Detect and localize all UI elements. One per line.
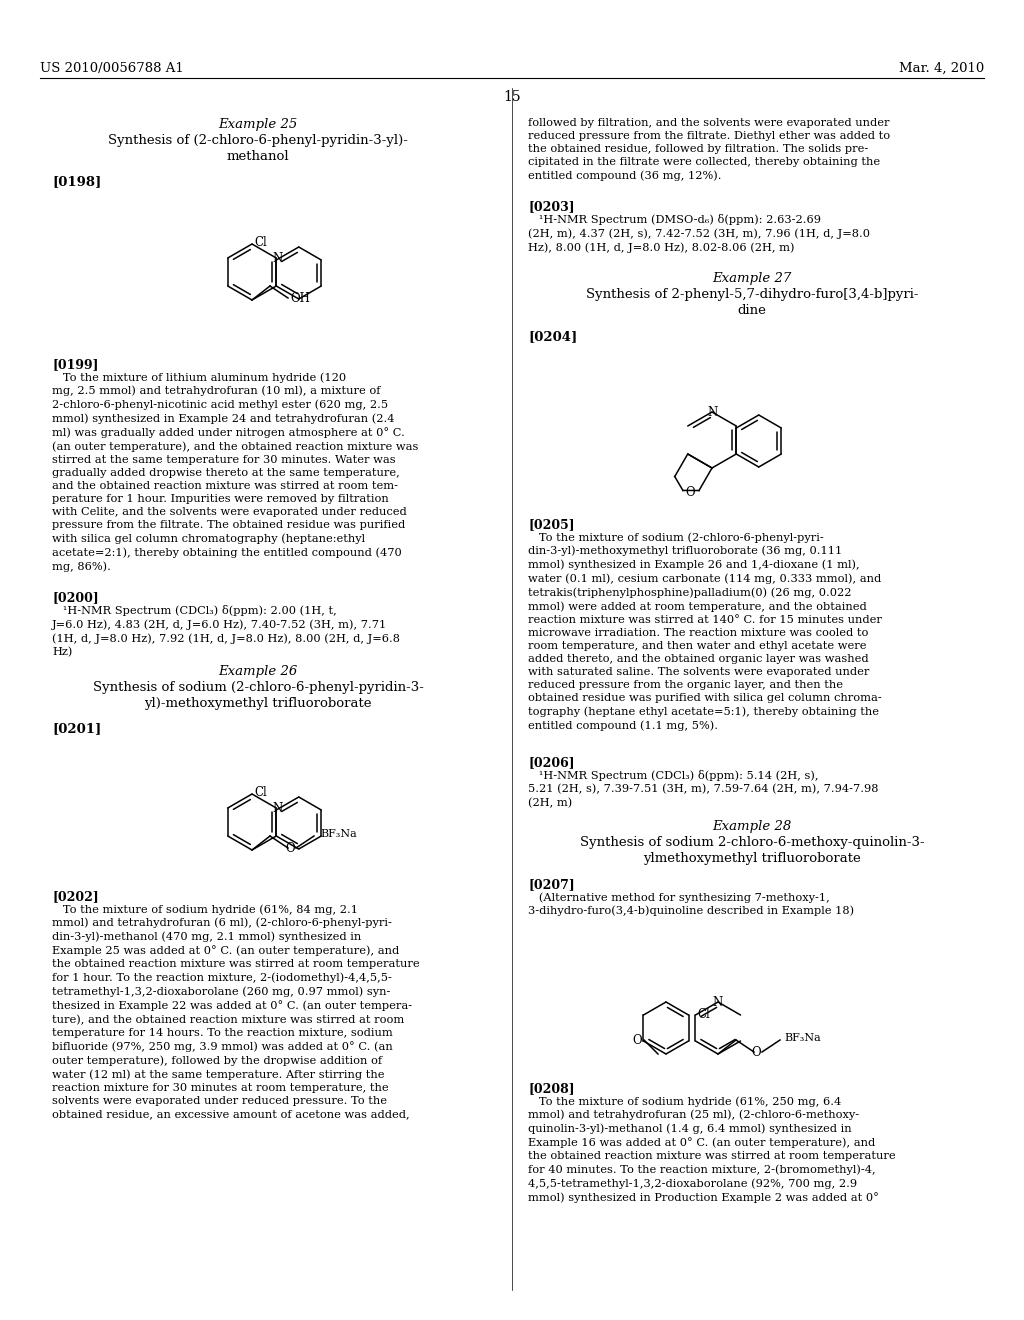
Text: Example 28: Example 28 — [713, 820, 792, 833]
Text: Example 25: Example 25 — [218, 117, 298, 131]
Text: To the mixture of sodium hydride (61%, 84 mg, 2.1
mmol) and tetrahydrofuran (6 m: To the mixture of sodium hydride (61%, 8… — [52, 904, 420, 1119]
Text: yl)-methoxymethyl trifluoroborate: yl)-methoxymethyl trifluoroborate — [144, 697, 372, 710]
Text: Example 26: Example 26 — [218, 665, 298, 678]
Text: N: N — [708, 405, 718, 418]
Text: O: O — [633, 1034, 642, 1047]
Text: 15: 15 — [503, 90, 521, 104]
Text: Cl: Cl — [254, 787, 266, 800]
Text: followed by filtration, and the solvents were evaporated under
reduced pressure : followed by filtration, and the solvents… — [528, 117, 890, 181]
Text: BF₃Na: BF₃Na — [319, 829, 356, 840]
Text: Synthesis of (2-chloro-6-phenyl-pyridin-3-yl)-: Synthesis of (2-chloro-6-phenyl-pyridin-… — [109, 135, 408, 147]
Text: O: O — [685, 486, 694, 499]
Text: [0205]: [0205] — [528, 517, 574, 531]
Text: To the mixture of sodium (2-chloro-6-phenyl-pyri-
din-3-yl)-methoxymethyl triflu: To the mixture of sodium (2-chloro-6-phe… — [528, 532, 882, 730]
Text: [0201]: [0201] — [52, 722, 101, 735]
Text: dine: dine — [737, 304, 766, 317]
Text: N: N — [272, 801, 283, 814]
Text: [0203]: [0203] — [528, 201, 574, 213]
Text: Mar. 4, 2010: Mar. 4, 2010 — [899, 62, 984, 75]
Text: [0198]: [0198] — [52, 176, 101, 187]
Text: ¹H-NMR Spectrum (CDCl₃) δ(ppm): 5.14 (2H, s),
5.21 (2H, s), 7.39-7.51 (3H, m), 7: ¹H-NMR Spectrum (CDCl₃) δ(ppm): 5.14 (2H… — [528, 770, 879, 808]
Text: [0204]: [0204] — [528, 330, 578, 343]
Text: [0208]: [0208] — [528, 1082, 574, 1096]
Text: N: N — [272, 252, 283, 264]
Text: ylmethoxymethyl trifluoroborate: ylmethoxymethyl trifluoroborate — [643, 851, 861, 865]
Text: O: O — [286, 842, 295, 854]
Text: Example 27: Example 27 — [713, 272, 792, 285]
Text: N: N — [713, 995, 723, 1008]
Text: [0202]: [0202] — [52, 890, 98, 903]
Text: To the mixture of sodium hydride (61%, 250 mg, 6.4
mmol) and tetrahydrofuran (25: To the mixture of sodium hydride (61%, 2… — [528, 1096, 896, 1204]
Text: OH: OH — [290, 292, 310, 305]
Text: BF₃Na: BF₃Na — [784, 1034, 821, 1043]
Text: [0207]: [0207] — [528, 878, 574, 891]
Text: Synthesis of 2-phenyl-5,7-dihydro-furo[3,4-b]pyri-: Synthesis of 2-phenyl-5,7-dihydro-furo[3… — [586, 288, 919, 301]
Text: [0200]: [0200] — [52, 591, 98, 605]
Text: [0199]: [0199] — [52, 358, 98, 371]
Text: ¹H-NMR Spectrum (CDCl₃) δ(ppm): 2.00 (1H, t,
J=6.0 Hz), 4.83 (2H, d, J=6.0 Hz), : ¹H-NMR Spectrum (CDCl₃) δ(ppm): 2.00 (1H… — [52, 605, 400, 657]
Text: Cl: Cl — [697, 1008, 711, 1022]
Text: (Alternative method for synthesizing 7-methoxy-1,
3-dihydro-furo(3,4-b)quinoline: (Alternative method for synthesizing 7-m… — [528, 892, 854, 916]
Text: O: O — [752, 1045, 761, 1059]
Text: US 2010/0056788 A1: US 2010/0056788 A1 — [40, 62, 183, 75]
Text: methanol: methanol — [226, 150, 290, 162]
Text: ¹H-NMR Spectrum (DMSO-d₆) δ(ppm): 2.63-2.69
(2H, m), 4.37 (2H, s), 7.42-7.52 (3H: ¹H-NMR Spectrum (DMSO-d₆) δ(ppm): 2.63-2… — [528, 214, 870, 252]
Text: Cl: Cl — [254, 236, 266, 249]
Text: Synthesis of sodium (2-chloro-6-phenyl-pyridin-3-: Synthesis of sodium (2-chloro-6-phenyl-p… — [92, 681, 424, 694]
Text: [0206]: [0206] — [528, 756, 574, 770]
Text: To the mixture of lithium aluminum hydride (120
mg, 2.5 mmol) and tetrahydrofura: To the mixture of lithium aluminum hydri… — [52, 372, 419, 572]
Text: Synthesis of sodium 2-chloro-6-methoxy-quinolin-3-: Synthesis of sodium 2-chloro-6-methoxy-q… — [580, 836, 925, 849]
